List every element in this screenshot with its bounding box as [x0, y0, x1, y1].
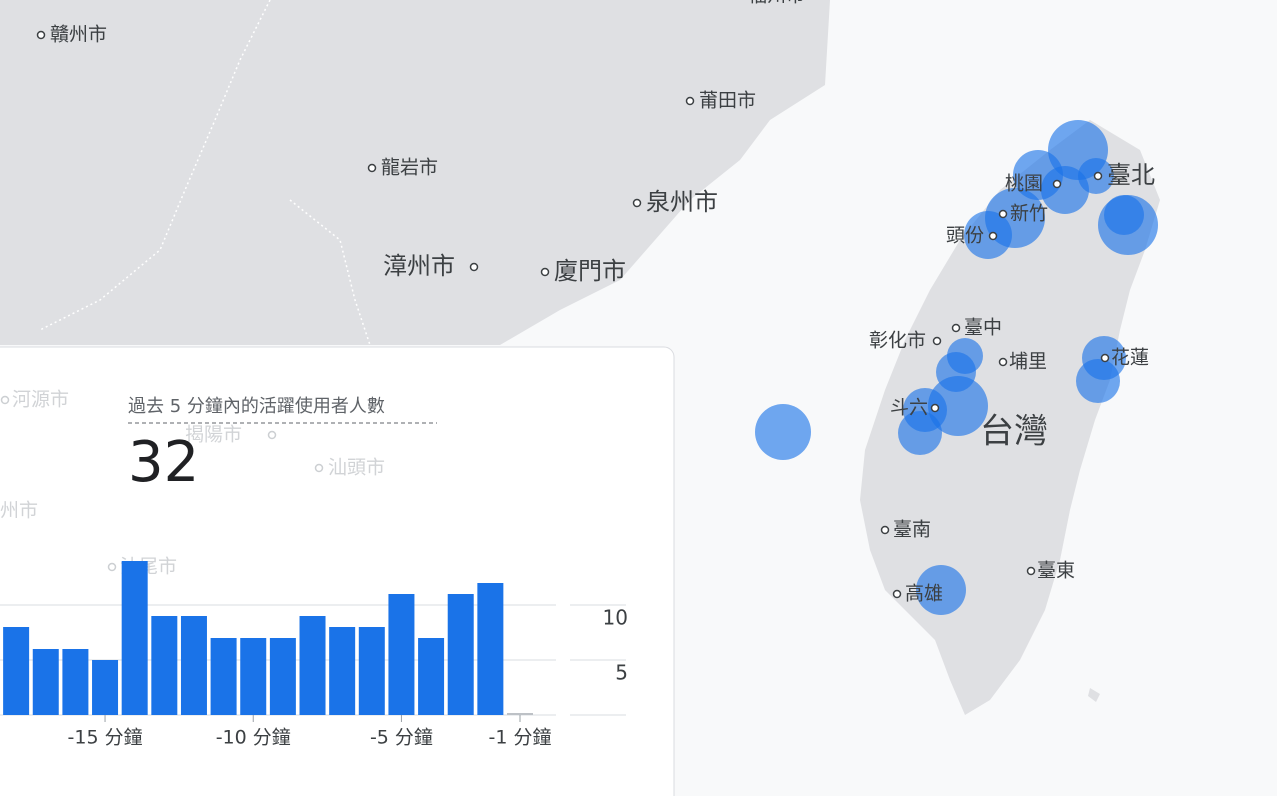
city-label: 埔里 [1009, 351, 1047, 373]
city-label: 漳州市 [383, 252, 455, 280]
city-dot [632, 198, 642, 208]
card-value: 32 [128, 430, 199, 495]
city-label: 頭份 [946, 225, 984, 247]
bar [269, 638, 296, 715]
island [1088, 688, 1100, 702]
y-tick-label: 5 [615, 661, 628, 685]
city-label: 高雄 [905, 583, 943, 605]
bar [299, 616, 326, 715]
bar [180, 616, 207, 715]
city-dot [469, 262, 479, 272]
city-label: 新竹 [1010, 203, 1048, 225]
city-dot [36, 30, 46, 40]
bar [329, 627, 356, 715]
city-label: 龍岩市 [381, 157, 438, 179]
x-tick-label: -5 分鐘 [370, 727, 433, 749]
bar [151, 616, 178, 715]
city-dot [1093, 171, 1103, 181]
bar [32, 649, 59, 715]
province-border [39, 0, 271, 331]
city-label: 泉州市 [646, 188, 718, 216]
city-dot [267, 430, 277, 440]
city-label: 福州市 [748, 0, 805, 7]
bar [121, 561, 148, 715]
city-label: 贛州市 [50, 24, 107, 46]
user-circle [1041, 166, 1089, 214]
city-label: 汕頭市 [328, 457, 385, 479]
x-tick-label: -1 分鐘 [489, 727, 552, 749]
city-label: 莆田市 [699, 90, 756, 112]
city-dot [107, 562, 117, 572]
city-dot [1052, 179, 1062, 189]
city-dot [951, 323, 961, 333]
city-label: 臺東 [1037, 560, 1075, 582]
city-label: 河源市 [12, 389, 69, 411]
city-dot [685, 96, 695, 106]
city-dot [998, 209, 1008, 219]
city-dot [0, 395, 10, 405]
city-dot [892, 589, 902, 599]
bar [358, 627, 385, 715]
city-label: 花蓮 [1111, 347, 1149, 369]
bar [388, 594, 415, 715]
bar [507, 713, 533, 715]
bar [92, 660, 119, 715]
user-circle [755, 404, 811, 460]
city-dot [314, 463, 324, 473]
bar [3, 627, 30, 715]
city-dot [930, 403, 940, 413]
city-label: 州市 [0, 500, 38, 522]
bar [418, 638, 445, 715]
city-label: 台灣 [980, 412, 1048, 452]
city-dot [880, 525, 890, 535]
city-label: 揭陽市 [185, 424, 242, 446]
x-tick-label: -10 分鐘 [216, 727, 291, 749]
city-dot [998, 357, 1008, 367]
user-circle [898, 411, 942, 455]
bar [240, 638, 267, 715]
bar [477, 583, 504, 715]
chart: 5 10 -15 分鐘 -10 分鐘 -5 分鐘 -1 分鐘 [0, 561, 628, 749]
bar [447, 594, 474, 715]
mainland [0, 0, 830, 345]
city-label: 臺中 [964, 317, 1002, 339]
city-dot [932, 336, 942, 346]
city-label: 斗六 [890, 397, 928, 419]
city-label: 彰化市 [869, 330, 926, 352]
card-title[interactable]: 過去 5 分鐘內的活躍使用者人數 [128, 396, 385, 417]
city-dot [367, 163, 377, 173]
city-dot [1026, 566, 1036, 576]
user-circle [964, 211, 1012, 259]
bar [62, 649, 89, 715]
bar [210, 638, 237, 715]
city-label: 桃園 [1005, 173, 1043, 195]
x-tick-label: -15 分鐘 [68, 727, 143, 749]
city-label: 臺南 [893, 519, 931, 541]
city-dot [988, 231, 998, 241]
city-label: 臺北 [1107, 161, 1155, 189]
user-circle [1104, 195, 1144, 235]
city-dot [1100, 353, 1110, 363]
user-circle [1076, 359, 1120, 403]
city-label: 廈門市 [554, 257, 626, 285]
user-circle [916, 565, 966, 615]
y-tick-label: 10 [603, 606, 628, 630]
city-dot [540, 267, 550, 277]
